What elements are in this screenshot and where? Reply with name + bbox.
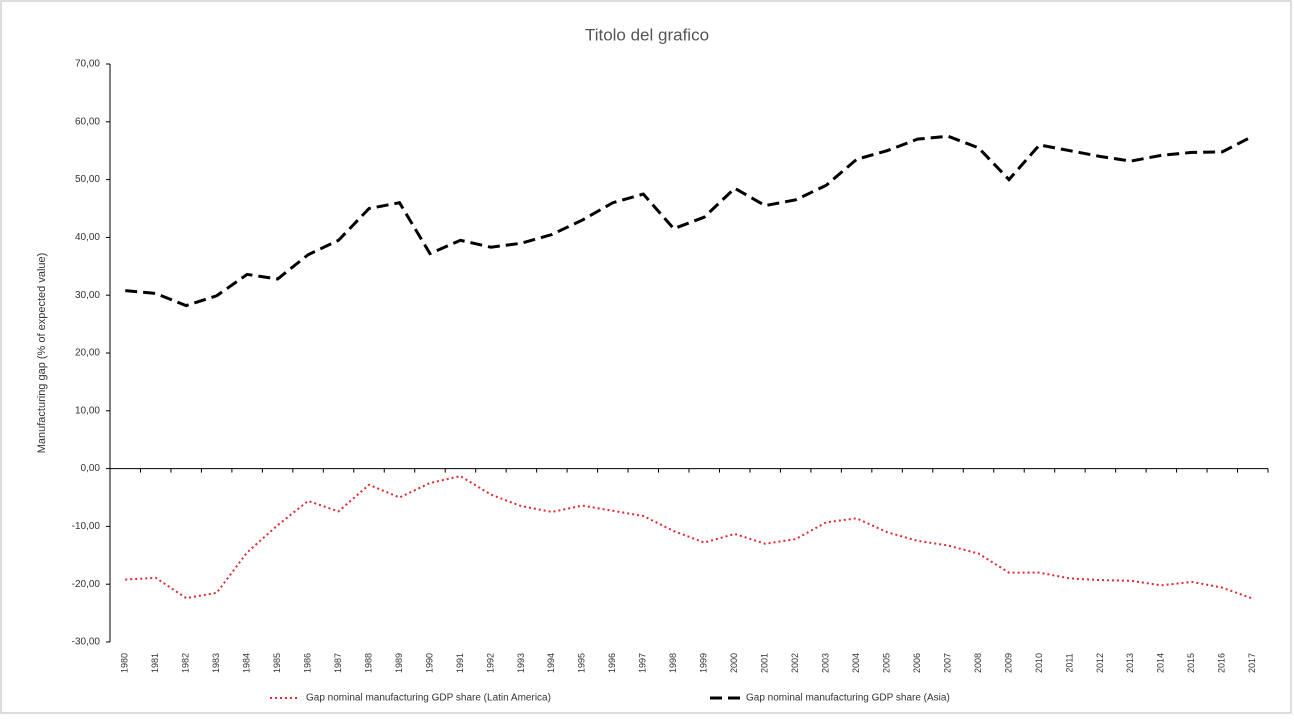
x-tick-label: 1984 — [242, 653, 252, 673]
y-tick-label: 40,00 — [75, 232, 100, 243]
x-tick-label: 2003 — [821, 653, 831, 673]
series-line — [125, 134, 1254, 308]
x-tick-label: 1980 — [120, 653, 130, 673]
x-tick-label: 2007 — [942, 653, 952, 673]
x-tick-label: 1985 — [272, 653, 282, 673]
y-tick-label: -30,00 — [72, 637, 101, 648]
x-tick-label: 1988 — [363, 653, 373, 673]
legend-label: Gap nominal manufacturing GDP share (Lat… — [306, 693, 551, 704]
y-axis-label: Manufacturing gap (% of expected value) — [36, 253, 48, 454]
x-tick-label: 1998 — [668, 653, 678, 673]
y-tick-label: 30,00 — [75, 290, 100, 301]
x-tick-label: 1994 — [546, 653, 556, 673]
x-tick-label: 1986 — [302, 653, 312, 673]
x-tick-label: 1981 — [150, 653, 160, 673]
x-tick-label: 2011 — [1064, 653, 1074, 672]
x-tick-label: 1995 — [577, 653, 587, 673]
y-tick-label: 0,00 — [81, 463, 101, 474]
y-tick-label: 50,00 — [75, 174, 100, 185]
x-tick-label: 1990 — [424, 653, 434, 673]
x-tick-label: 2000 — [729, 653, 739, 673]
x-tick-label: 1982 — [181, 653, 191, 673]
x-tick-label: 2009 — [1003, 653, 1013, 673]
y-tick-label: 20,00 — [75, 348, 100, 359]
x-tick-label: 1999 — [699, 653, 709, 673]
x-tick-label: 2005 — [881, 653, 891, 673]
x-tick-label: 1991 — [455, 653, 465, 673]
x-tick-label: 2001 — [760, 653, 770, 673]
x-tick-label: 2002 — [790, 653, 800, 673]
x-tick-label: 2015 — [1186, 653, 1196, 673]
y-tick-label: -20,00 — [72, 579, 101, 590]
x-tick-label: 2014 — [1156, 653, 1166, 673]
x-tick-label: 2013 — [1125, 653, 1135, 673]
x-tick-label: 2004 — [851, 653, 861, 673]
x-tick-label: 1989 — [394, 653, 404, 673]
x-tick-label: 1992 — [485, 653, 495, 673]
x-tick-label: 2008 — [973, 653, 983, 673]
y-tick-label: 10,00 — [75, 405, 100, 416]
x-tick-label: 1996 — [607, 653, 617, 673]
x-tick-label: 1997 — [638, 653, 648, 673]
x-tick-label: 1993 — [516, 653, 526, 673]
x-tick-label: 2006 — [912, 653, 922, 673]
x-tick-label: 2012 — [1095, 653, 1105, 673]
x-tick-label: 1987 — [333, 653, 343, 673]
chart-title: Titolo del grafico — [585, 25, 709, 44]
x-tick-label: 2017 — [1247, 653, 1257, 673]
y-tick-label: 70,00 — [75, 59, 100, 70]
x-tick-label: 2016 — [1217, 653, 1227, 673]
x-tick-label: 2010 — [1034, 653, 1044, 673]
legend-label: Gap nominal manufacturing GDP share (Asi… — [746, 693, 950, 704]
x-tick-label: 1983 — [211, 653, 221, 673]
y-tick-label: 60,00 — [75, 116, 100, 127]
y-tick-label: -10,00 — [72, 521, 101, 532]
series-line — [125, 475, 1254, 600]
